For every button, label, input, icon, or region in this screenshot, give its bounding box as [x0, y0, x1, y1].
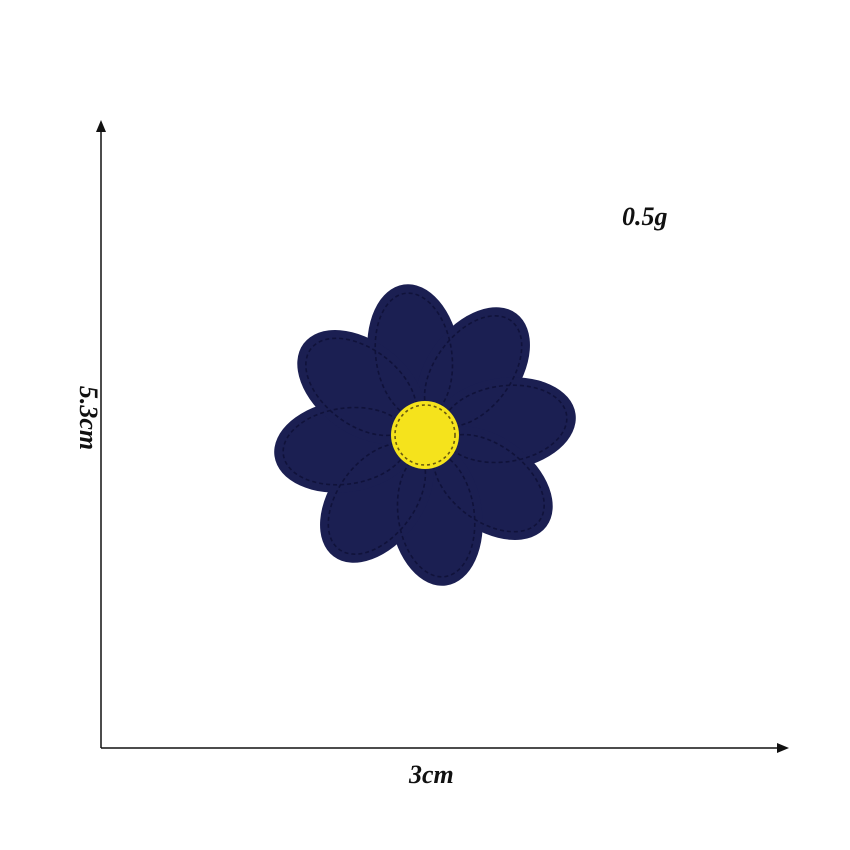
flower-center: [391, 401, 459, 469]
weight-label: 0.5g: [622, 202, 668, 231]
flower-petal: [297, 330, 425, 444]
width-label: 3cm: [409, 760, 454, 789]
horizontal-axis-arrow: [777, 743, 789, 753]
vertical-axis-arrow: [96, 120, 106, 132]
flower-center-stitch: [394, 404, 456, 466]
flower-patch: [274, 284, 576, 586]
flower-petals: [274, 284, 576, 586]
height-label: 5.3cm: [74, 385, 104, 451]
